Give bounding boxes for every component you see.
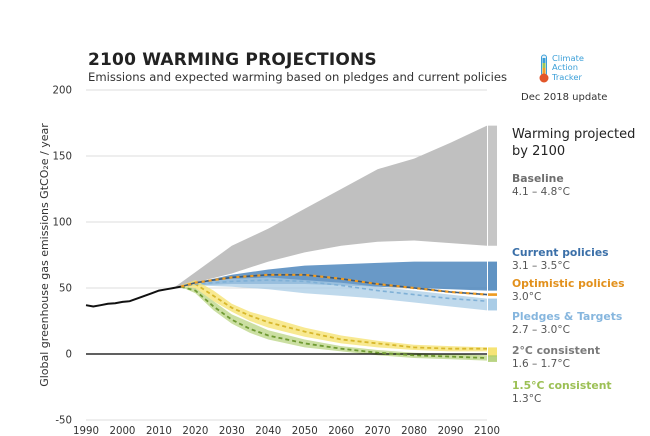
x-tick-label: 1990 [73,426,99,436]
legend-range-pledges-targets: 2.7 – 3.0°C [512,324,570,336]
x-tick-label: 2060 [328,426,354,436]
x-tick-label: 2100 [474,426,500,436]
y-tick-label: 0 [66,350,72,361]
deg15-range-bar [488,355,497,362]
deg15-median-line [180,285,488,359]
legend-label-pledges-targets: Pledges & Targets [512,310,622,323]
deg15-band [180,286,488,361]
y-tick-label: -50 [55,416,72,427]
x-tick-label: 2030 [219,426,245,436]
legend-label-1-5-c-consistent: 1.5°C consistent [512,379,612,392]
chart-title: 2100 WARMING PROJECTIONS [88,50,377,70]
legend-label-current-policies: Current policies [512,246,609,259]
historical-emissions-line [85,285,181,308]
thermometer-icon [539,54,549,83]
x-tick-label: 2020 [182,426,208,436]
pledges-targets-line [180,279,488,302]
current-policies-range-bar [488,261,497,291]
legend-range-optimistic-policies: 3.0°C [512,291,541,303]
legend-label-optimistic-policies: Optimistic policies [512,277,625,290]
legend-range-1-5-c-consistent: 1.3°C [512,393,541,405]
baseline-range-bar [488,125,497,246]
baseline-band [173,125,487,288]
x-tick-label: 2010 [146,426,172,436]
x-tick-label: 2000 [109,426,135,436]
x-tick-label: 2050 [292,426,318,436]
optimistic-policies-line [180,273,488,296]
x-tick-label: 2040 [255,426,281,436]
legend-label-baseline: Baseline [512,172,564,185]
optimistic-policies-range-bar [488,293,497,296]
pledges-targets-range-bar [488,298,497,311]
y-tick-label: 50 [59,284,72,295]
climate-action-tracker-logo: Climate Action Tracker [538,53,618,90]
y-tick-label: 200 [53,86,72,97]
legend-range-current-policies: 3.1 – 3.5°C [512,260,570,272]
legend-range-2-c-consistent: 1.6 – 1.7°C [512,358,570,370]
deg2-range-bar [488,347,497,357]
x-tick-label: 2080 [401,426,427,436]
chart-subtitle: Emissions and expected warming based on … [88,70,508,84]
y-tick-label: 150 [53,152,72,163]
update-note: Dec 2018 update [521,92,608,103]
y-axis-label: Global greenhouse gas emissions GtCO₂e /… [38,123,51,387]
legend-label-2-c-consistent: 2°C consistent [512,344,600,357]
optimistic-policies-line-dark [180,274,488,296]
pledges-targets-band [180,277,488,311]
legend-heading: Warming projected [512,127,635,142]
x-tick-label: 2090 [438,426,464,436]
logo-text: Climate Action Tracker [552,53,584,82]
legend-range-baseline: 4.1 – 4.8°C [512,186,570,198]
x-tick-label: 2070 [365,426,391,436]
legend-heading: by 2100 [512,144,565,159]
y-tick-label: 100 [53,218,72,229]
